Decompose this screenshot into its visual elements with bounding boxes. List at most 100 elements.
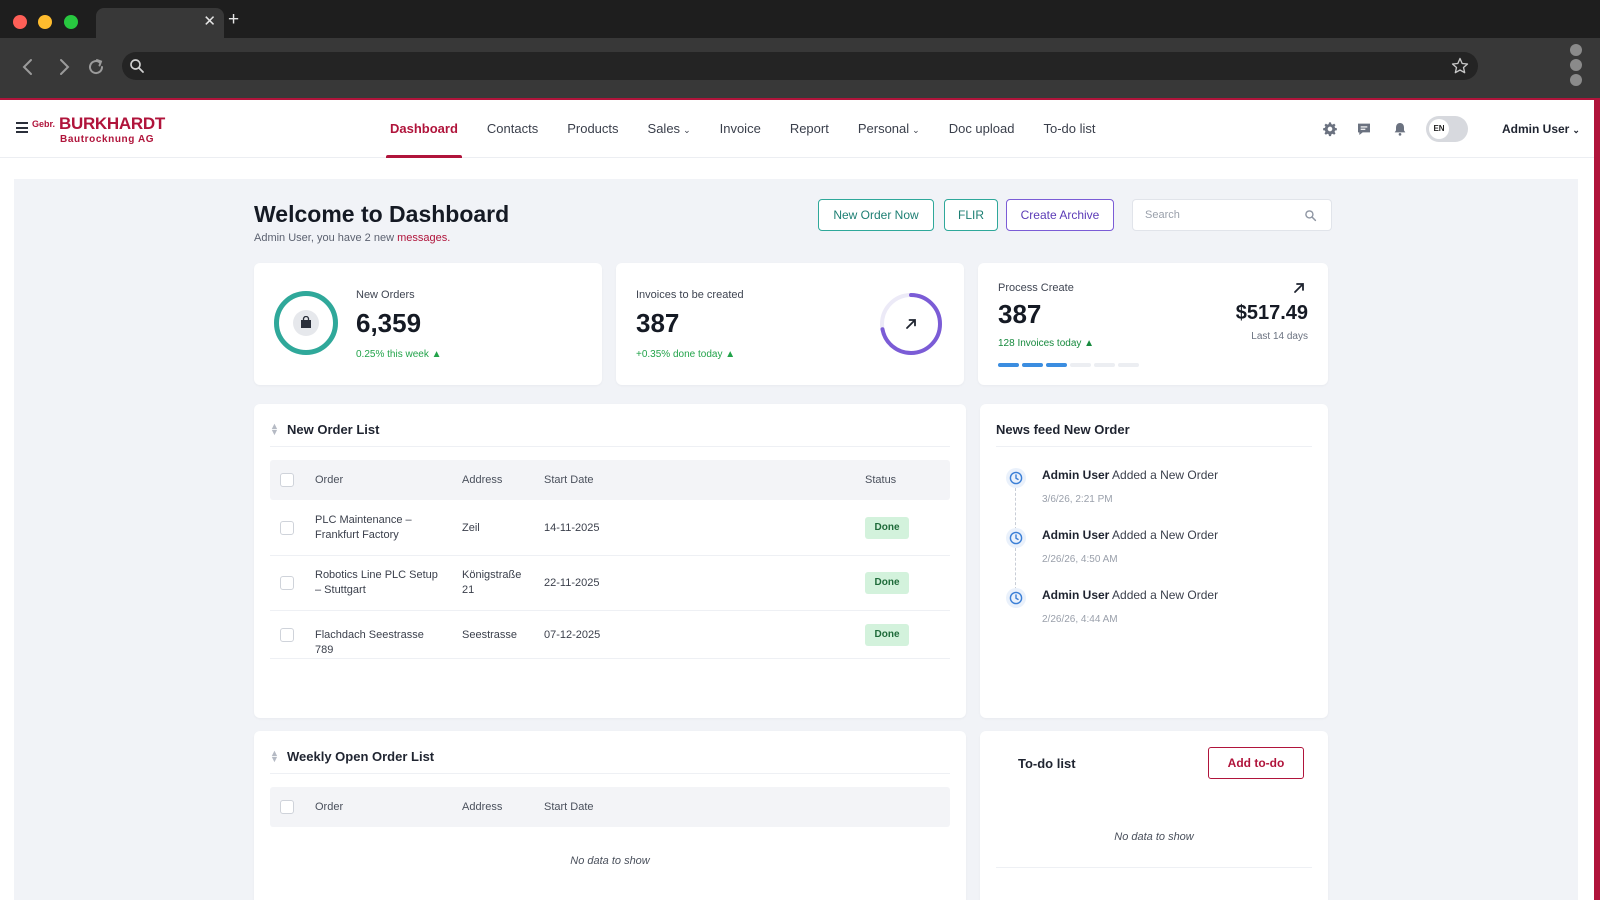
process-create-card: Process Create 387 128 Invoices today ▲ … (978, 263, 1328, 385)
process-label: Process Create (998, 282, 1074, 294)
column-start-date[interactable]: Start Date (544, 801, 594, 813)
feed-user[interactable]: Admin User (1042, 528, 1110, 542)
nav-report-label: Report (789, 121, 829, 136)
row-checkbox[interactable] (280, 628, 294, 642)
scrollbar[interactable] (1594, 98, 1600, 900)
invoices-trend-text: +0.35% done today (636, 349, 723, 360)
sort-icon[interactable]: ▲ ▼ (270, 421, 279, 437)
column-start-date[interactable]: Start Date (544, 474, 594, 486)
order-name[interactable]: Flachdach Seestrasse 789 (315, 629, 424, 656)
column-address[interactable]: Address (462, 474, 503, 486)
nav-personal[interactable]: Personal ⌄ (858, 100, 920, 158)
minimize-window-button[interactable] (38, 15, 52, 29)
row-checkbox[interactable] (280, 576, 294, 590)
order-address: Seestrasse (462, 629, 518, 641)
nav-sales[interactable]: Sales ⌄ (648, 100, 691, 158)
add-todo-button[interactable]: Add to-do (1208, 747, 1304, 779)
nav-products-label: Products (567, 121, 619, 136)
sort-icon[interactable]: ▲ ▼ (270, 748, 279, 764)
shopping-bag-icon (293, 310, 319, 336)
flir-button[interactable]: FLIR (944, 199, 998, 231)
maximize-window-button[interactable] (64, 15, 78, 29)
order-name[interactable]: Robotics Line PLC Setup – Stuttgart (315, 569, 438, 596)
feed-item-time: 2/26/26, 4:50 AM (1042, 554, 1118, 565)
clock-icon (1006, 588, 1026, 608)
column-address[interactable]: Address (462, 801, 503, 813)
new-orders-trend-text: 0.25% this week (356, 349, 429, 360)
clock-icon (1006, 468, 1026, 488)
row-checkbox[interactable] (280, 521, 294, 535)
logo-name: BURKHARDT (59, 114, 165, 133)
feed-item-text: Admin User Added a New Order (1042, 588, 1218, 602)
reload-icon[interactable] (84, 55, 108, 79)
select-all-checkbox[interactable] (280, 473, 294, 487)
divider (270, 446, 950, 447)
feed-user[interactable]: Admin User (1042, 468, 1110, 482)
back-arrow-icon[interactable] (16, 55, 40, 79)
address-bar[interactable] (122, 52, 1478, 80)
browser-tab[interactable]: ✕ (96, 8, 224, 38)
browser-menu-icon[interactable] (1570, 44, 1584, 86)
column-status[interactable]: Status (865, 474, 897, 486)
chevron-down-icon: ⌄ (683, 125, 691, 135)
new-orders-value: 6,359 (356, 308, 422, 338)
progress-segment (1046, 363, 1067, 367)
chat-icon[interactable] (1356, 121, 1372, 137)
nav-dashboard[interactable]: Dashboard (386, 100, 462, 158)
status-badge: Done (865, 517, 909, 539)
bell-icon[interactable] (1392, 121, 1408, 137)
messages-link[interactable]: messages. (397, 232, 451, 244)
nav-products[interactable]: Products (567, 100, 618, 158)
table-header: Order Address Start Date Status (270, 460, 950, 500)
nav-contacts-label: Contacts (486, 121, 539, 136)
bookmark-star-icon[interactable] (1450, 56, 1470, 76)
new-tab-icon[interactable]: + (228, 9, 240, 30)
forward-arrow-icon[interactable] (52, 55, 76, 79)
timeline-line (1015, 488, 1016, 530)
search-icon[interactable] (1304, 209, 1317, 222)
search-box[interactable] (1132, 199, 1332, 231)
row-divider (270, 555, 950, 556)
search-input[interactable] (1145, 200, 1295, 230)
chevron-down-icon: ⌄ (1572, 125, 1580, 135)
language-toggle[interactable]: EN (1426, 116, 1468, 142)
feed-user[interactable]: Admin User (1042, 588, 1110, 602)
new-orders-card: New Orders 6,359 0.25% this week ▲ (254, 263, 602, 385)
feed-action: Added a New Order (1112, 588, 1219, 602)
order-name[interactable]: PLC Maintenance – Frankfurt Factory (315, 514, 412, 541)
news-feed-card: News feed New Order Admin User Added a N… (980, 404, 1328, 718)
nav-invoice[interactable]: Invoice (720, 100, 761, 158)
nav-contacts[interactable]: Contacts (487, 100, 538, 158)
order-start-date: 07-12-2025 (544, 629, 601, 641)
user-name: Admin User (1502, 122, 1570, 136)
nav-report[interactable]: Report (790, 100, 829, 158)
nav-sales-label: Sales (647, 121, 681, 136)
create-archive-button[interactable]: Create Archive (1006, 199, 1114, 231)
new-orders-trend: 0.25% this week ▲ (356, 349, 442, 360)
new-order-now-button[interactable]: New Order Now (818, 199, 934, 231)
close-window-button[interactable] (13, 15, 27, 29)
nav-todo-list-label: To-do list (1043, 121, 1096, 136)
hamburger-menu-icon[interactable] (16, 122, 28, 136)
feed-item-time: 2/26/26, 4:44 AM (1042, 614, 1118, 625)
select-all-checkbox[interactable] (280, 800, 294, 814)
feed-item-text: Admin User Added a New Order (1042, 528, 1218, 542)
empty-state: No data to show (570, 855, 650, 867)
close-tab-icon[interactable]: ✕ (203, 13, 216, 30)
logo-prefix: Gebr. (32, 119, 56, 129)
invoices-progress-arc (880, 293, 942, 355)
status-badge: Done (865, 572, 909, 594)
feed-action: Added a New Order (1112, 528, 1219, 542)
user-menu[interactable]: Admin User ⌄ (1502, 122, 1580, 136)
process-amount: $517.49 (1235, 302, 1308, 324)
feed-action: Added a New Order (1112, 468, 1219, 482)
arrow-up-right-icon[interactable] (1292, 281, 1306, 295)
timeline-line (1015, 548, 1016, 590)
trend-up-icon: ▲ (725, 349, 736, 360)
gear-icon[interactable] (1322, 121, 1338, 137)
order-address: Königstraße 21 (462, 569, 522, 596)
nav-doc-upload[interactable]: Doc upload (949, 100, 1015, 158)
nav-todo-list[interactable]: To-do list (1043, 100, 1095, 158)
column-order[interactable]: Order (315, 474, 344, 486)
column-order[interactable]: Order (315, 801, 344, 813)
